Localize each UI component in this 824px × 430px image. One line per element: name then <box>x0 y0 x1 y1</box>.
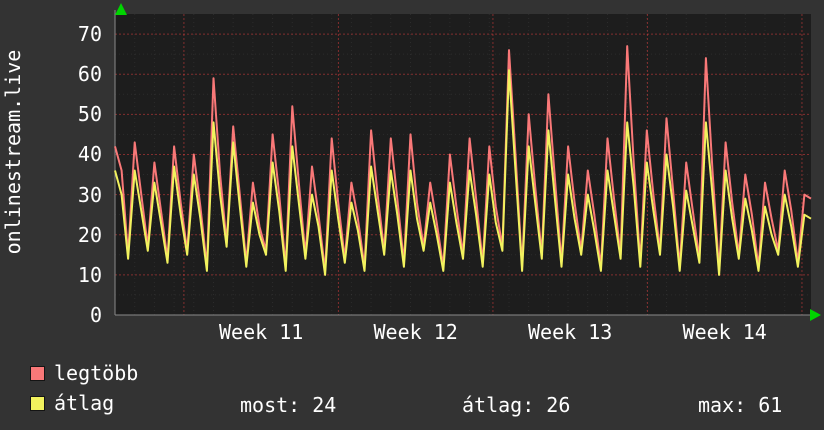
x-axis-tick-label: Week 13 <box>528 320 613 344</box>
legend: legtöbb átlag <box>30 360 138 420</box>
legend-swatch-legtobb <box>30 365 45 381</box>
legend-row-legtobb: legtöbb <box>30 360 138 386</box>
y-axis-tick-label: 20 <box>77 222 102 247</box>
y-axis-tick-label: 40 <box>77 142 102 167</box>
chart-plot <box>114 3 821 321</box>
x-axis-arrow-icon <box>810 309 821 321</box>
legend-swatch-atlag <box>30 395 45 411</box>
x-axis-tick-label: Week 14 <box>682 320 767 344</box>
y-axis-arrow-icon <box>115 3 127 15</box>
x-axis-tick-label: Week 12 <box>373 320 458 344</box>
legend-label-atlag: átlag <box>54 391 115 415</box>
y-axis-tick-label: 70 <box>77 22 102 47</box>
legend-label-legtobb: legtöbb <box>54 361 139 385</box>
x-axis-tick-label: Week 11 <box>219 320 304 344</box>
y-axis-tick-label: 60 <box>77 62 102 87</box>
legend-row-atlag: átlag <box>30 390 138 416</box>
y-axis-tick-label: 30 <box>77 182 102 207</box>
stat-most: most: 24 <box>240 393 337 417</box>
y-axis-tick-label: 10 <box>77 262 102 287</box>
y-axis-tick-label: 50 <box>77 102 102 127</box>
stat-atlag: átlag: 26 <box>462 393 571 417</box>
stat-max: max: 61 <box>698 393 783 417</box>
y-axis-tick-label: 0 <box>89 303 102 327</box>
